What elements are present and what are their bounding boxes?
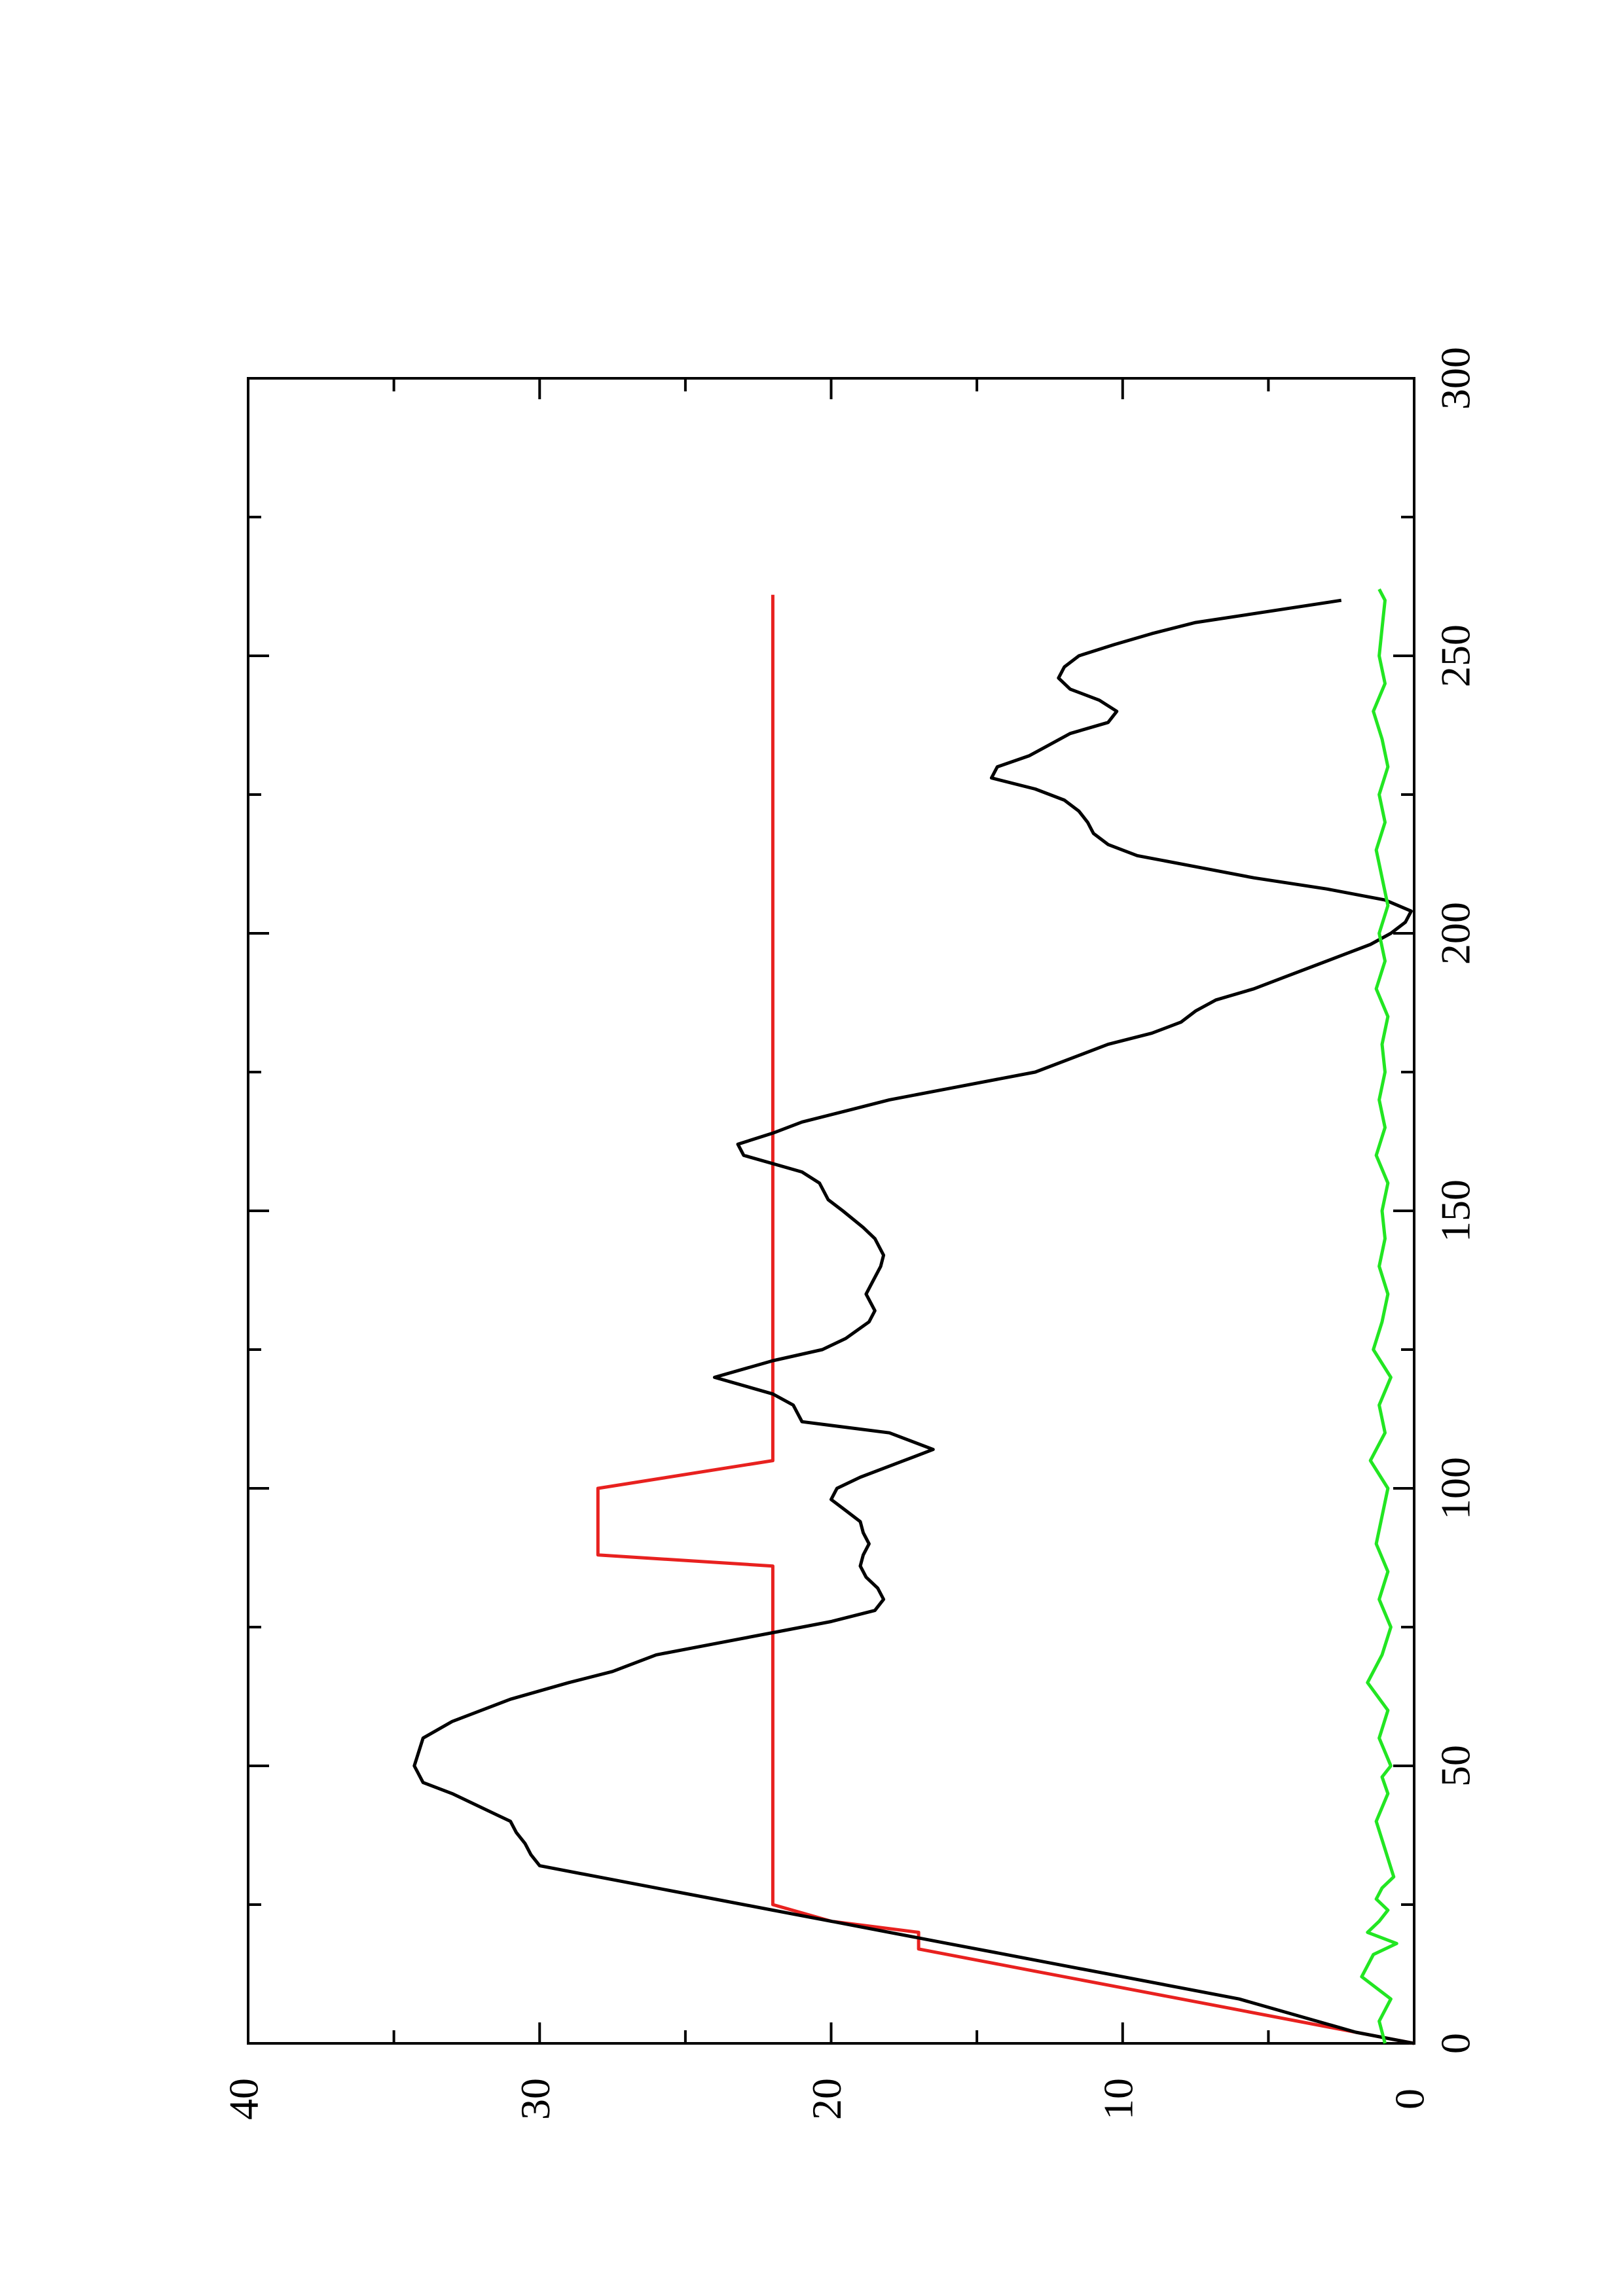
y-tick-label: 30 — [512, 2078, 558, 2120]
x-tick-label: 50 — [1432, 1745, 1479, 1787]
y-tick-label: 40 — [221, 2078, 267, 2120]
x-tick-label: 0 — [1432, 2033, 1479, 2054]
x-tick-label: 200 — [1432, 902, 1479, 965]
y-tick-label: 10 — [1095, 2078, 1141, 2120]
axis-ticks: 0 50 100 150 200 250 300 0 10 20 30 40 — [221, 347, 1479, 2120]
x-tick-label: 300 — [1432, 347, 1479, 410]
series-line-3 — [1360, 588, 1398, 2044]
x-tick-label: 150 — [1432, 1179, 1479, 1242]
plot-frame — [247, 377, 1415, 2045]
series-layer — [412, 588, 1415, 2045]
y-tick-label: 20 — [803, 2078, 850, 2120]
series-line-2 — [412, 598, 1415, 2045]
x-tick-label: 250 — [1432, 624, 1479, 687]
series-line-1 — [596, 594, 1415, 2045]
y-tick-label: 0 — [1387, 2089, 1433, 2109]
x-tick-label: 100 — [1432, 1457, 1479, 1520]
